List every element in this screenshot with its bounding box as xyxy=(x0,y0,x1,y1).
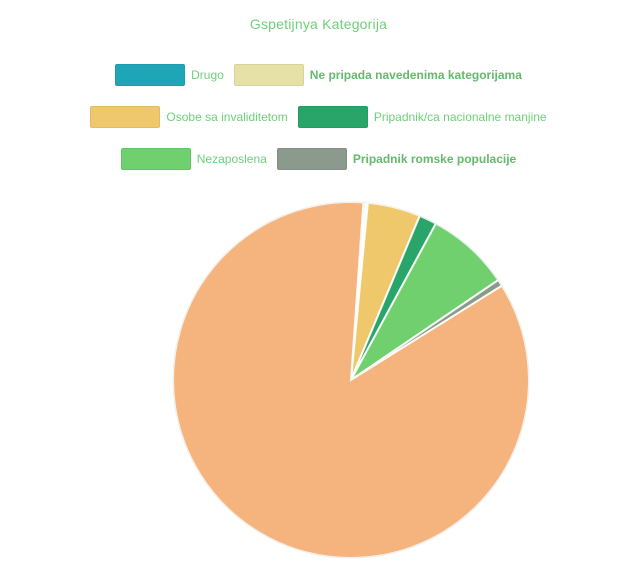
legend-item-osobe-sa-invaliditetom[interactable]: Osobe sa invaliditetom xyxy=(90,106,288,128)
legend-item-nezaposlena[interactable]: Nezaposlena xyxy=(120,148,267,170)
legend-item-pripadnik-nacionalne-manjine[interactable]: Pripadnik/ca nacionalne manjine xyxy=(297,106,547,128)
legend-swatch-pripadnik-nacionalne-manjine xyxy=(297,106,368,128)
pie-group xyxy=(172,201,531,559)
chart-title: Gspetijnya Kategorija xyxy=(249,16,388,32)
legend-swatch-pripadnik-romske-populacije xyxy=(276,148,347,170)
legend-item-ne-pripada[interactable]: Ne pripada navedenima kategorijama xyxy=(233,64,522,86)
legend-row-3: Nezaposlena Pripadnik romske populacije xyxy=(0,148,637,170)
legend-row-1: Drugo Ne pripada navedenima kategorijama xyxy=(0,64,637,86)
pie-slice-2 xyxy=(350,201,369,381)
pie-slice-5 xyxy=(350,222,500,381)
legend-row-2: Osobe sa invaliditetom Pripadnik/ca naci… xyxy=(0,106,637,128)
legend: Drugo Ne pripada navedenima kategorijama… xyxy=(0,64,637,184)
legend-swatch-drugo xyxy=(115,64,186,86)
legend-label-pripadnik-romske-populacije: Pripadnik romske populacije xyxy=(352,152,517,166)
pie-slice-7 xyxy=(172,201,531,559)
pie-slice-4 xyxy=(350,214,438,381)
legend-label-drugo: Drugo xyxy=(191,68,224,82)
legend-label-ne-pripada: Ne pripada navedenima kategorijama xyxy=(309,68,522,82)
legend-swatch-ne-pripada xyxy=(233,64,304,86)
legend-label-pripadnik-nacionalne-manjine: Pripadnik/ca nacionalne manjine xyxy=(373,110,547,124)
legend-item-pripadnik-romske-populacije[interactable]: Pripadnik romske populacije xyxy=(276,148,517,170)
pie-slice-1 xyxy=(350,201,367,381)
legend-label-osobe-sa-invaliditetom: Osobe sa invaliditetom xyxy=(166,110,288,124)
legend-label-nezaposlena: Nezaposlena xyxy=(196,152,267,166)
legend-swatch-osobe-sa-invaliditetom xyxy=(90,106,161,128)
pie-slice-6 xyxy=(350,278,504,381)
legend-swatch-nezaposlena xyxy=(120,148,191,170)
pie-slice-3 xyxy=(350,201,422,381)
legend-item-drugo[interactable]: Drugo xyxy=(115,64,224,86)
pie-outline xyxy=(172,201,530,559)
